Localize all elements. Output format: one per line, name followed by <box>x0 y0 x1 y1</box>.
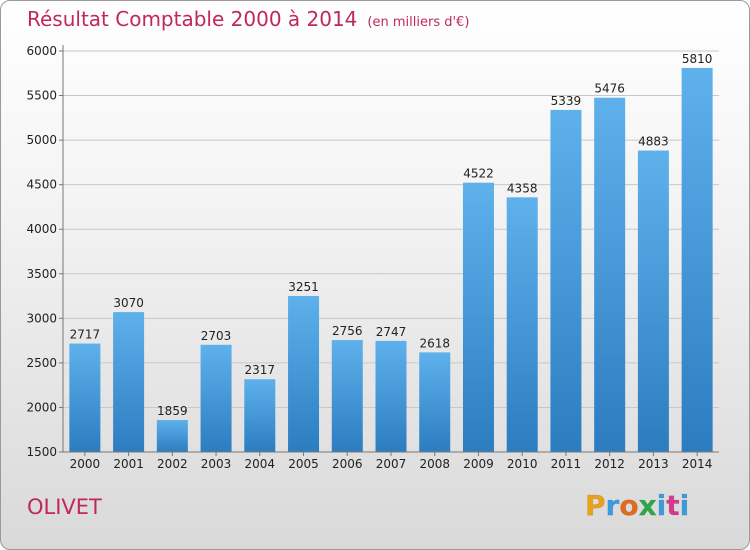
x-tick-label-2003: 2003 <box>201 457 232 471</box>
data-label-2007: 2747 <box>376 325 407 339</box>
data-label-2002: 1859 <box>157 404 188 418</box>
data-label-2003: 2703 <box>201 329 232 343</box>
data-label-2012: 5476 <box>594 82 625 96</box>
x-tick-label-2012: 2012 <box>594 457 625 471</box>
commune-name: OLIVET <box>27 495 102 519</box>
data-label-2009: 4522 <box>463 167 494 181</box>
data-label-2010: 4358 <box>507 181 538 195</box>
bar-2005 <box>288 295 320 452</box>
x-tick-label-2008: 2008 <box>419 457 450 471</box>
bar-2000 <box>69 343 101 452</box>
data-label-2006: 2756 <box>332 324 363 338</box>
logo-letter: i <box>679 489 690 523</box>
bar-2001 <box>113 312 145 452</box>
bar-2010 <box>506 197 538 452</box>
data-label-2005: 3251 <box>288 280 319 294</box>
bar-2012 <box>594 97 626 453</box>
data-label-2014: 5810 <box>682 52 713 66</box>
x-tick-label-2009: 2009 <box>463 457 494 471</box>
bar-2002 <box>156 420 188 452</box>
logo-letter: t <box>666 489 680 523</box>
x-tick-label-2000: 2000 <box>70 457 101 471</box>
y-tick-label: 3500 <box>26 267 57 281</box>
x-tick-label-2005: 2005 <box>288 457 319 471</box>
logo-letter: P <box>585 489 606 523</box>
logo-letter: r <box>605 489 620 523</box>
bar-2014 <box>681 67 713 452</box>
data-labels: 2717 3070 1859 2703 2317 3251 2756 2747 2618 4522… <box>70 52 713 418</box>
bar-2009 <box>462 182 494 452</box>
data-label-2011: 5339 <box>551 94 582 108</box>
x-tick-label-2014: 2014 <box>682 457 713 471</box>
bar-2008 <box>419 352 451 452</box>
bar-2013 <box>637 150 669 452</box>
logo-letter: i <box>656 489 667 523</box>
logo-letter: x <box>638 489 657 523</box>
y-tick-label: 4000 <box>26 222 57 236</box>
bar-2007 <box>375 340 407 452</box>
y-tick-label: 5500 <box>26 89 57 103</box>
y-tick-label: 5000 <box>26 133 57 147</box>
x-tick-label-2013: 2013 <box>638 457 669 471</box>
data-label-2004: 2317 <box>245 363 276 377</box>
x-tick-label-2004: 2004 <box>245 457 276 471</box>
data-label-2001: 3070 <box>113 296 144 310</box>
data-label-2000: 2717 <box>70 328 101 342</box>
x-tick-label-2006: 2006 <box>332 457 363 471</box>
y-tick-label: 1500 <box>26 445 57 459</box>
x-tick-label-2002: 2002 <box>157 457 188 471</box>
y-tick-label: 4500 <box>26 178 57 192</box>
y-tick-label: 2000 <box>26 400 57 414</box>
data-label-2008: 2618 <box>419 336 450 350</box>
x-tick-label-2007: 2007 <box>376 457 407 471</box>
bar-2011 <box>550 109 582 453</box>
x-tick-label-2001: 2001 <box>113 457 144 471</box>
axes: 1500 2000 2500 3000 3500 4000 4500 5000 5500 6000… <box>26 44 719 471</box>
chart-subtitle: (en milliers d'€) <box>367 15 470 30</box>
y-tick-label: 2500 <box>26 356 57 370</box>
bar-2004 <box>244 379 276 452</box>
bar-2003 <box>200 344 232 452</box>
bars <box>69 67 713 453</box>
y-tick-label: 3000 <box>26 311 57 325</box>
bar-2006 <box>331 340 363 452</box>
y-tick-label: 6000 <box>26 44 57 58</box>
x-tick-label-2011: 2011 <box>551 457 582 471</box>
proxiti-logo[interactable]: Proxiti <box>585 489 690 523</box>
x-tick-label-2010: 2010 <box>507 457 538 471</box>
data-label-2013: 4883 <box>638 135 669 149</box>
chart-title: Résultat Comptable 2000 à 2014 <box>27 7 358 31</box>
logo-letter: o <box>619 489 639 523</box>
title-row: Résultat Comptable 2000 à 2014 (en millie… <box>27 7 469 31</box>
